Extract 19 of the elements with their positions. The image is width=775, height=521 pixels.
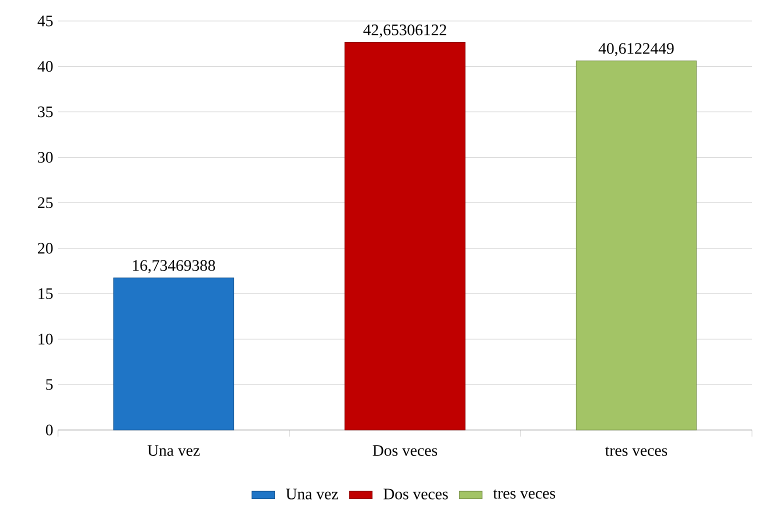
data-label: 16,73469388: [133, 260, 216, 274]
y-tick-label: 0: [46, 424, 53, 436]
data-label: 42,65306122: [363, 24, 446, 38]
y-tick-label: 45: [38, 16, 53, 26]
legend-label: Dos veces: [384, 488, 448, 500]
y-tick-label: 20: [38, 242, 53, 254]
y-tick-label: 30: [38, 152, 53, 163]
x-tick-label: Una vez: [148, 445, 200, 456]
legend-label: tres veces: [493, 489, 556, 499]
y-tick-label: 25: [38, 197, 53, 208]
data-label: 40,6122449: [598, 43, 674, 56]
y-tick-label: 40: [38, 61, 53, 72]
y-tick-label: 15: [38, 288, 53, 300]
legend-label: Una vez: [286, 488, 338, 500]
x-tick-label: Dos veces: [372, 445, 438, 456]
y-tick-label: 5: [46, 379, 53, 390]
x-tick-label: tres veces: [605, 446, 668, 456]
y-tick-label: 35: [38, 106, 53, 118]
y-tick-label: 10: [38, 334, 53, 344]
